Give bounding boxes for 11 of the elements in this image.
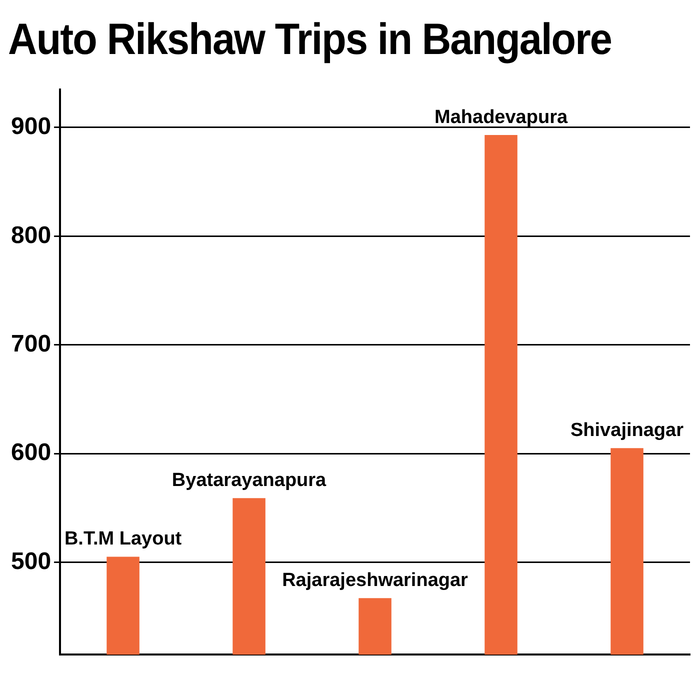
x-tick-label: Shivajinagar <box>570 420 684 441</box>
x-tick-label: Mahadevapura <box>434 106 568 128</box>
x-tick-label: B.T.M Layout <box>64 528 182 550</box>
x-tick-label: Byatarayanapura <box>172 470 327 491</box>
chart-title: Auto Rikshaw Trips in Bangalore <box>8 14 613 66</box>
y-tick-label: 500 <box>10 548 52 575</box>
y-tick-label: 600 <box>10 439 52 466</box>
y-tick-label: 800 <box>10 222 52 249</box>
y-tick-label: 900 <box>10 113 52 140</box>
y-tick-label: 700 <box>10 330 52 358</box>
x-tick-label: Rajarajeshwarinagar <box>282 570 469 591</box>
